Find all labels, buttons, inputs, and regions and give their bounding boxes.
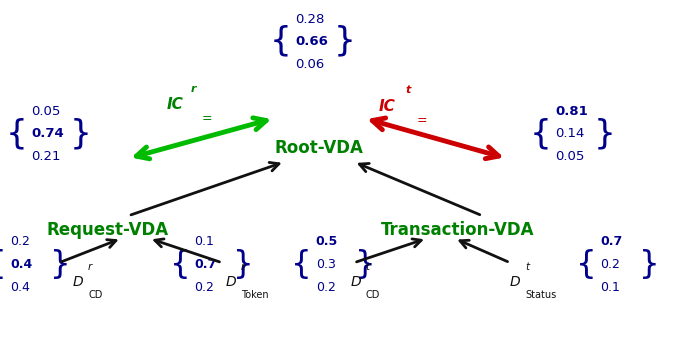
- Text: =: =: [416, 113, 427, 127]
- Text: 0.05: 0.05: [555, 150, 584, 163]
- Text: 0.14: 0.14: [555, 127, 584, 141]
- Text: $\{$: $\{$: [169, 247, 187, 282]
- Text: IC: IC: [167, 97, 184, 112]
- Text: 0.3: 0.3: [316, 258, 336, 271]
- Text: Status: Status: [525, 290, 557, 300]
- Text: =: =: [201, 112, 212, 125]
- Text: 0.06: 0.06: [295, 58, 324, 71]
- Text: $\}$: $\}$: [354, 247, 373, 282]
- Text: $\{$: $\{$: [0, 247, 3, 282]
- Text: 0.2: 0.2: [10, 235, 31, 248]
- Text: $\{$: $\{$: [290, 247, 309, 282]
- Text: $\{$: $\{$: [529, 116, 548, 152]
- Text: r: r: [191, 84, 196, 94]
- Text: $\}$: $\}$: [333, 24, 353, 60]
- Text: 0.4: 0.4: [10, 258, 33, 271]
- Text: $\{$: $\{$: [5, 116, 24, 152]
- Text: r: r: [88, 262, 92, 272]
- Text: $\}$: $\}$: [232, 247, 251, 282]
- Text: 0.1: 0.1: [194, 235, 214, 248]
- Text: $\}$: $\}$: [593, 116, 613, 152]
- Text: 0.7: 0.7: [600, 235, 623, 248]
- Text: 0.81: 0.81: [555, 105, 588, 118]
- Text: 0.2: 0.2: [316, 280, 336, 294]
- Text: 0.66: 0.66: [295, 35, 328, 48]
- Text: 0.28: 0.28: [295, 13, 324, 26]
- Text: IC: IC: [378, 98, 395, 114]
- Text: t: t: [525, 262, 530, 272]
- Text: 0.74: 0.74: [31, 127, 64, 141]
- Text: r: r: [241, 262, 245, 272]
- Text: 0.2: 0.2: [194, 280, 214, 294]
- Text: CD: CD: [88, 290, 103, 300]
- Text: 0.1: 0.1: [600, 280, 620, 294]
- Text: D: D: [510, 275, 520, 289]
- Text: 0.7: 0.7: [194, 258, 217, 271]
- Text: 0.4: 0.4: [10, 280, 31, 294]
- Text: Request-VDA: Request-VDA: [46, 221, 169, 239]
- Text: 0.05: 0.05: [31, 105, 60, 118]
- Text: 0.2: 0.2: [600, 258, 620, 271]
- Text: $\}$: $\}$: [49, 247, 67, 282]
- Text: t: t: [366, 262, 370, 272]
- Text: 0.5: 0.5: [316, 235, 338, 248]
- Text: 0.21: 0.21: [31, 150, 61, 163]
- Text: $\}$: $\}$: [69, 116, 89, 152]
- Text: $\}$: $\}$: [638, 247, 657, 282]
- Text: CD: CD: [366, 290, 380, 300]
- Text: D: D: [350, 275, 361, 289]
- Text: t: t: [406, 86, 412, 95]
- Text: $\{$: $\{$: [575, 247, 593, 282]
- Text: Root-VDA: Root-VDA: [275, 139, 364, 157]
- Text: Token: Token: [241, 290, 269, 300]
- Text: $\{$: $\{$: [269, 24, 288, 60]
- Text: D: D: [226, 275, 236, 289]
- Text: D: D: [73, 275, 83, 289]
- Text: Transaction-VDA: Transaction-VDA: [381, 221, 535, 239]
